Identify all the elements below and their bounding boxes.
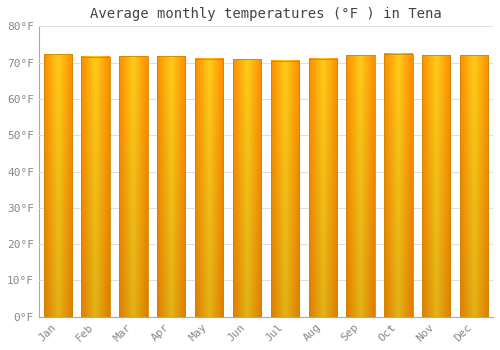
Bar — [233, 60, 261, 317]
Bar — [460, 55, 488, 317]
Bar — [270, 61, 299, 317]
Bar — [384, 54, 412, 317]
Bar — [308, 58, 337, 317]
Bar — [422, 55, 450, 317]
Bar — [82, 57, 110, 317]
Bar — [44, 54, 72, 317]
Title: Average monthly temperatures (°F ) in Tena: Average monthly temperatures (°F ) in Te… — [90, 7, 442, 21]
Bar — [119, 56, 148, 317]
Bar — [346, 55, 375, 317]
Bar — [195, 58, 224, 317]
Bar — [157, 56, 186, 317]
